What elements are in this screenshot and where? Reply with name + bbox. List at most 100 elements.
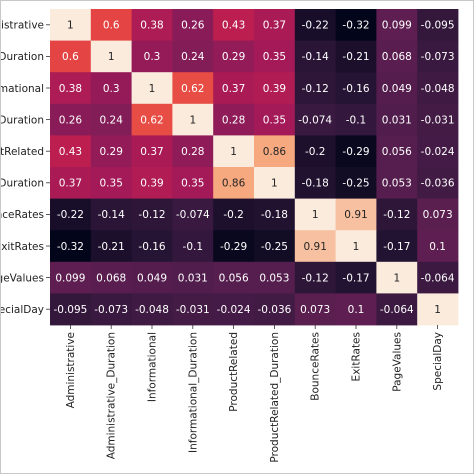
heatmap-cell: [213, 198, 255, 231]
cell-value-label: 0.43: [222, 20, 245, 32]
cell-value-label: -0.32: [57, 241, 84, 253]
row-label: ounceRates: [0, 209, 44, 221]
heatmap-cell: [376, 72, 418, 105]
cell-value-label: 0.29: [222, 51, 245, 63]
heatmap-cell: [90, 135, 132, 168]
heatmap-cell: [417, 9, 459, 41]
cell-value-label: -0.16: [138, 241, 165, 253]
column-label: SpecialDay: [432, 332, 444, 391]
heatmap-cell: [213, 293, 255, 326]
heatmap-cell: [294, 9, 336, 41]
cell-value-label: -0.21: [342, 51, 369, 63]
cell-value-label: 0.35: [181, 178, 204, 190]
cell-value-label: 0.62: [181, 83, 204, 95]
cell-value-label: 1: [434, 304, 441, 316]
cell-value-label: -0.073: [94, 304, 128, 316]
heatmap-cell: [172, 261, 214, 294]
cell-value-label: 0.37: [140, 146, 163, 158]
cell-value-label: 0.26: [59, 114, 83, 126]
cell-value-label: -0.048: [135, 304, 169, 316]
cell-value-label: 1: [353, 241, 360, 253]
heatmap-cell: [213, 40, 255, 73]
cell-value-label: -0.18: [302, 178, 329, 190]
heatmap-cell: [90, 167, 132, 199]
heatmap-cell: [254, 72, 296, 105]
heatmap-cell: [335, 72, 377, 105]
cell-value-label: -0.031: [176, 304, 210, 316]
heatmap-cell: [50, 261, 92, 294]
heatmap-cell: [335, 230, 377, 263]
cell-value-label: -0.024: [217, 304, 251, 316]
heatmap-cell: [172, 167, 214, 199]
cell-value-label: -0.14: [98, 209, 125, 221]
cell-value-label: 0.053: [382, 178, 412, 190]
cell-value-label: 0.37: [59, 178, 82, 190]
heatmap-cell: [335, 198, 377, 231]
cell-value-label: -0.095: [421, 20, 455, 32]
heatmap-cell: [50, 72, 92, 105]
cell-value-label: -0.22: [302, 20, 329, 32]
cell-value-label: 0.26: [181, 20, 205, 32]
heatmap-cell: [131, 135, 173, 168]
cell-value-label: -0.29: [220, 241, 247, 253]
heatmap-cell: [172, 230, 214, 263]
cell-value-label: 0.91: [304, 241, 327, 253]
heatmap-cell: [417, 261, 459, 294]
heatmap-cell: [131, 198, 173, 231]
heatmap-cell: [213, 261, 255, 294]
cell-value-label: 0.099: [55, 272, 85, 284]
cell-value-label: 0.073: [300, 304, 330, 316]
heatmap-cell: [90, 198, 132, 231]
heatmap-cell: [50, 293, 92, 326]
heatmap-cell: [131, 40, 173, 73]
cell-value-label: -0.036: [421, 178, 455, 190]
cell-value-label: -0.12: [383, 209, 410, 221]
heatmap-cell: [213, 135, 255, 168]
cell-value-label: 1: [149, 83, 156, 95]
heatmap-cell: [50, 135, 92, 168]
column-label: PageValues: [391, 332, 403, 392]
heatmap-cell: [335, 135, 377, 168]
heatmap-cell: [376, 9, 418, 41]
heatmap-cell: [131, 167, 173, 199]
cell-value-label: -0.2: [223, 209, 244, 221]
cell-value-label: -0.17: [383, 241, 410, 253]
heatmap-cell: [376, 230, 418, 263]
cell-value-label: 0.35: [263, 114, 286, 126]
cell-value-label: -0.22: [57, 209, 84, 221]
heatmap-cell: [376, 167, 418, 199]
heatmap-cell: [131, 261, 173, 294]
cell-value-label: 1: [67, 20, 74, 32]
cell-value-label: 0.91: [344, 209, 367, 221]
heatmap-cell: [335, 40, 377, 73]
cell-value-label: -0.16: [342, 83, 369, 95]
cell-value-label: 0.3: [103, 83, 120, 95]
heatmap-cell: [417, 135, 459, 168]
heatmap-cell: [172, 72, 214, 105]
heatmap-cell: [376, 103, 418, 136]
column-label: BounceRates: [310, 332, 322, 401]
heatmap-cell: [172, 198, 214, 231]
cell-value-label: 0.6: [103, 20, 120, 32]
heatmap-cell: [254, 40, 296, 73]
heatmap-cell: [335, 9, 377, 41]
heatmap-cell: [294, 167, 336, 199]
cell-value-label: -0.12: [302, 83, 329, 95]
heatmap-cell: [90, 9, 132, 41]
heatmap-cell: [90, 103, 132, 136]
heatmap-cell: [254, 261, 296, 294]
cell-value-label: 0.031: [382, 114, 412, 126]
cell-value-label: 0.35: [263, 51, 286, 63]
heatmap-cell: [294, 103, 336, 136]
heatmap-cell: [172, 9, 214, 41]
heatmap-cells: 1 0.6 0.38 0.26 0.43 0.37 -0.22 -0.32 0.099 -0.09…: [50, 9, 459, 326]
heatmap-cell: [131, 103, 173, 136]
heatmap-cell: [294, 230, 336, 263]
heatmap-cell: [131, 293, 173, 326]
cell-value-label: -0.21: [98, 241, 125, 253]
heatmap-cell: [294, 72, 336, 105]
cell-value-label: -0.18: [261, 209, 288, 221]
row-label: ageValues: [0, 272, 44, 284]
heatmap-cell: [294, 40, 336, 73]
